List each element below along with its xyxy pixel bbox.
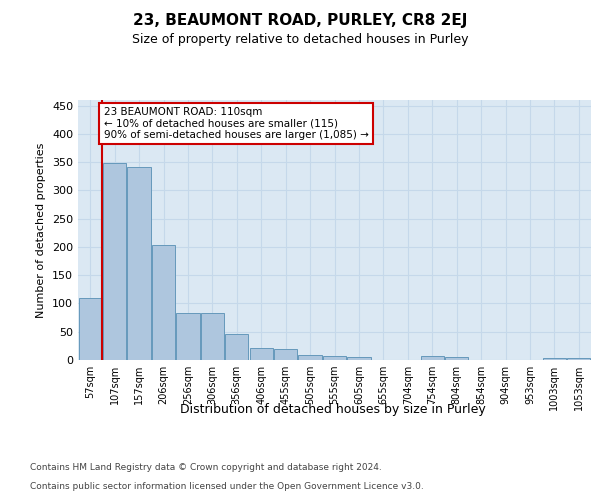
Text: 23, BEAUMONT ROAD, PURLEY, CR8 2EJ: 23, BEAUMONT ROAD, PURLEY, CR8 2EJ	[133, 12, 467, 28]
Bar	[543, 358, 566, 360]
Bar	[176, 313, 200, 360]
Bar	[201, 313, 224, 360]
Text: Contains HM Land Registry data © Crown copyright and database right 2024.: Contains HM Land Registry data © Crown c…	[30, 464, 382, 472]
Bar	[225, 334, 248, 360]
Bar	[79, 298, 102, 360]
Bar	[250, 348, 273, 360]
Bar	[103, 164, 126, 360]
Bar	[152, 246, 175, 360]
Bar	[445, 356, 468, 360]
Bar	[274, 348, 297, 360]
Bar	[347, 356, 371, 360]
Y-axis label: Number of detached properties: Number of detached properties	[37, 142, 46, 318]
Text: Size of property relative to detached houses in Purley: Size of property relative to detached ho…	[132, 32, 468, 46]
Bar	[298, 355, 322, 360]
Bar	[421, 356, 444, 360]
Bar	[127, 168, 151, 360]
Text: 23 BEAUMONT ROAD: 110sqm
← 10% of detached houses are smaller (115)
90% of semi-: 23 BEAUMONT ROAD: 110sqm ← 10% of detach…	[104, 107, 368, 140]
Text: Contains public sector information licensed under the Open Government Licence v3: Contains public sector information licen…	[30, 482, 424, 491]
Bar	[323, 356, 346, 360]
Bar	[567, 358, 590, 360]
Text: Distribution of detached houses by size in Purley: Distribution of detached houses by size …	[180, 402, 486, 415]
